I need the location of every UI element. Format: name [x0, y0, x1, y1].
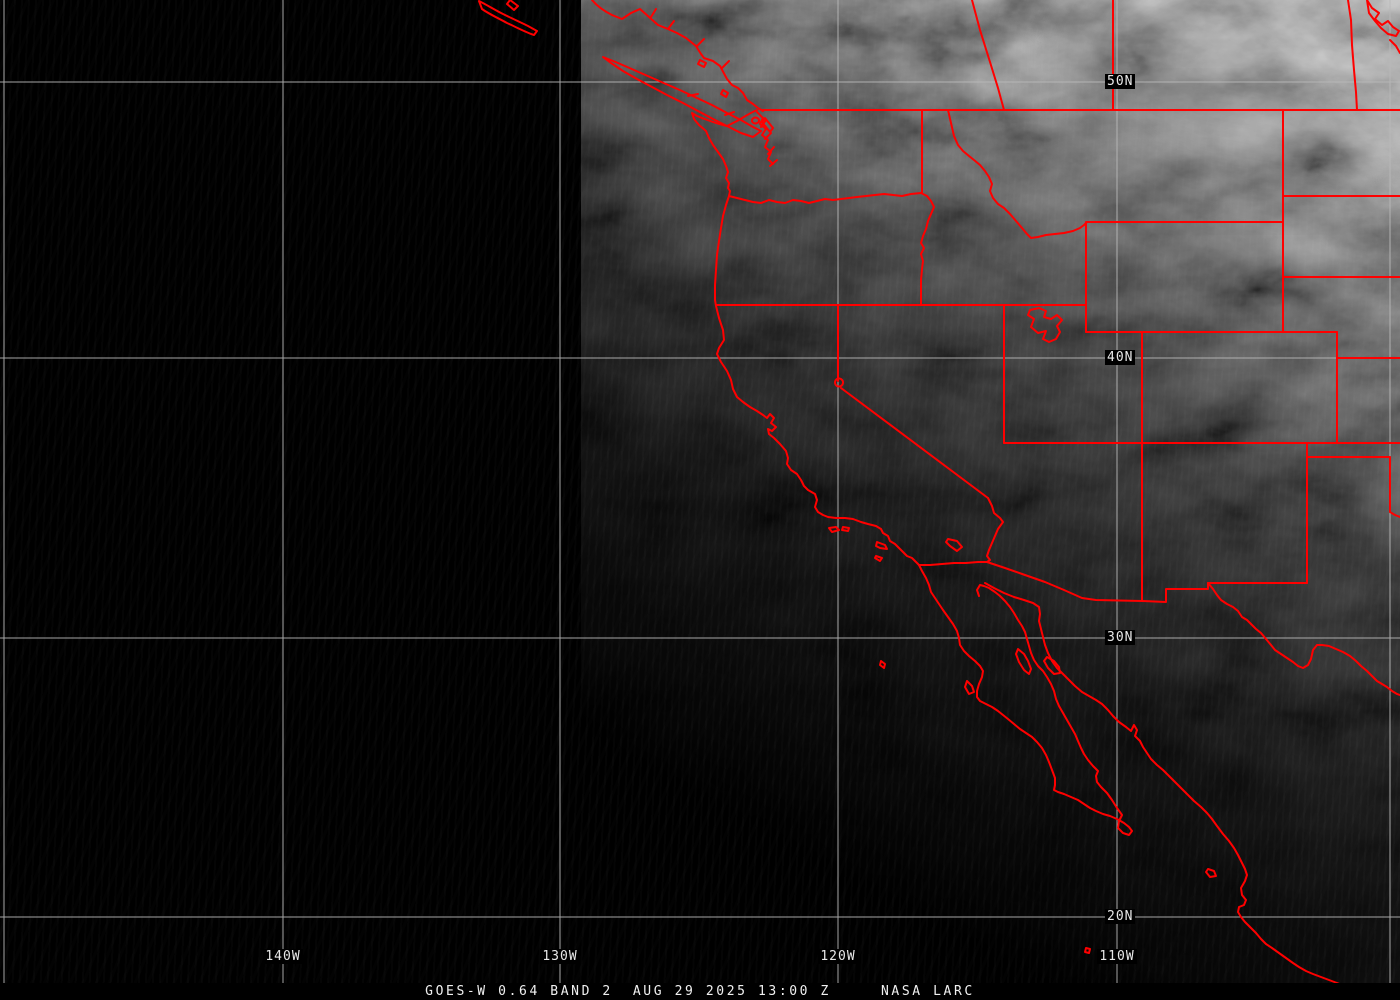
daylight-cloud-imagery — [620, 0, 1400, 992]
lat-label-20n: 20N — [1105, 909, 1136, 924]
lon-label-130w: 130W — [540, 949, 580, 964]
washington-strait-shore — [691, 109, 758, 127]
rio-grande-border — [1207, 582, 1400, 696]
channel-islands — [828, 526, 888, 562]
lat-label-30n: 30N — [1105, 630, 1136, 645]
small-island-dot — [1084, 947, 1091, 954]
manitoba-lakes — [1366, 0, 1400, 37]
texas-oklahoma-border — [1306, 456, 1400, 518]
lon-label-110w: 110W — [1097, 949, 1137, 964]
great-salt-lake — [1027, 307, 1063, 343]
isla-cedros — [964, 680, 975, 695]
lat-label-40n: 40N — [1105, 350, 1136, 365]
image-timestamp: AUG 29 2025 13:00 Z — [632, 984, 831, 999]
isla-angel-de-la-guarda — [1015, 648, 1032, 675]
washington-oregon-border — [728, 192, 922, 204]
us-mexico-border — [918, 561, 1209, 603]
lat-label-50n: 50N — [1105, 74, 1136, 89]
caption-strip: GOES-W 0.64 BAND 2 AUG 29 2025 13:00 Z N… — [0, 983, 1400, 1000]
saskatchewan-manitoba-border — [1347, 0, 1358, 111]
lon-label-120w: 120W — [818, 949, 858, 964]
product-name: GOES-W 0.64 BAND 2 — [425, 984, 613, 999]
lake-tahoe — [834, 377, 844, 388]
vancouver-island-coastline — [602, 56, 762, 138]
credit-text: NASA LARC — [880, 984, 975, 999]
pacific-coastline — [691, 112, 920, 566]
california-nevada-diagonal — [840, 387, 989, 499]
lon-label-140w: 140W — [263, 949, 303, 964]
isla-guadalupe — [879, 660, 886, 669]
baja-california-coastline — [918, 564, 1133, 836]
colorado-river-border — [986, 497, 1004, 563]
bc-islands-coastline — [478, 0, 538, 36]
map-boundaries — [478, 0, 1400, 992]
idaho-oregon-border — [920, 192, 935, 306]
santa-catalina-island — [945, 538, 963, 552]
puget-sound-coastline — [697, 59, 707, 68]
bc-mainland-coastline — [591, 0, 764, 112]
bc-alberta-border — [971, 0, 1005, 111]
isla-tiburon — [1043, 656, 1061, 675]
sinaloa-island — [1205, 868, 1217, 878]
montana-idaho-border — [947, 109, 1088, 239]
